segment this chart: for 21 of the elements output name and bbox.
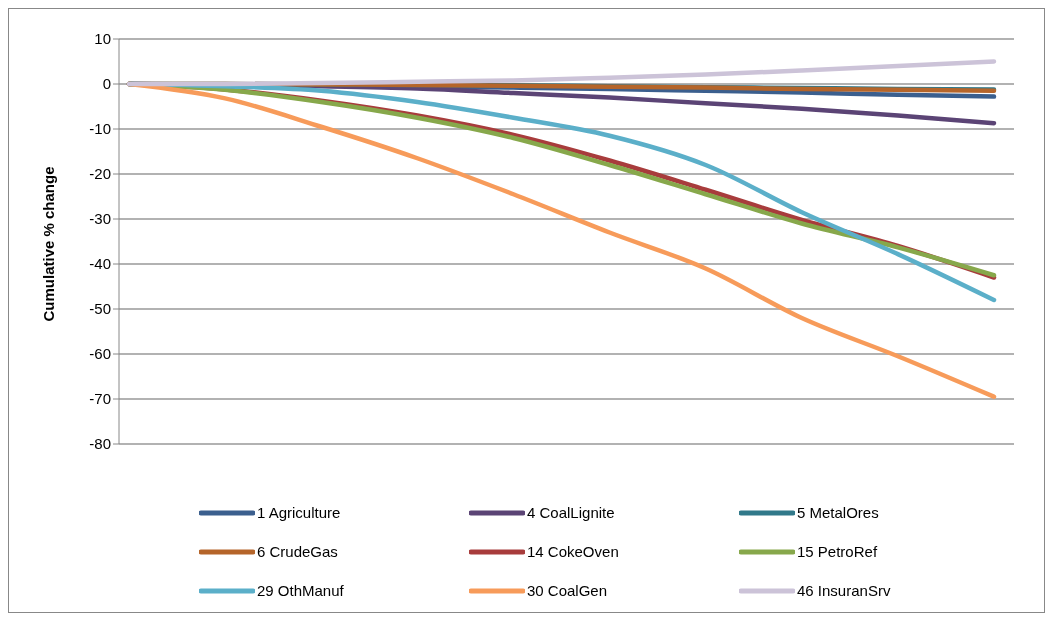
legend-label: 14 CokeOven <box>527 543 619 560</box>
y-tick-label: -50 <box>89 300 111 318</box>
y-tick-label: -10 <box>89 120 111 138</box>
y-tick-label: -80 <box>89 435 111 453</box>
legend-label: 5 MetalOres <box>797 504 879 521</box>
y-tick-label: -30 <box>89 210 111 228</box>
y-tick-label: -40 <box>89 255 111 273</box>
legend-label: 15 PetroRef <box>797 543 878 560</box>
y-tick-label: -70 <box>89 390 111 408</box>
legend-label: 4 CoalLignite <box>527 504 615 521</box>
y-axis-title: Cumulative % change <box>40 166 58 322</box>
y-tick-label: -60 <box>89 345 111 363</box>
legend-label: 30 CoalGen <box>527 582 608 599</box>
y-tick-label: 10 <box>94 30 111 48</box>
legend-label: 46 InsuranSrv <box>797 582 891 599</box>
y-tick-label: -20 <box>89 165 111 183</box>
line-series <box>126 59 997 87</box>
legend-label: 1 Agriculture <box>257 504 341 521</box>
y-tick-label: 0 <box>102 75 111 93</box>
legend-label: 29 OthManuf <box>257 582 344 599</box>
legend-label: 6 CrudeGas <box>257 543 338 560</box>
